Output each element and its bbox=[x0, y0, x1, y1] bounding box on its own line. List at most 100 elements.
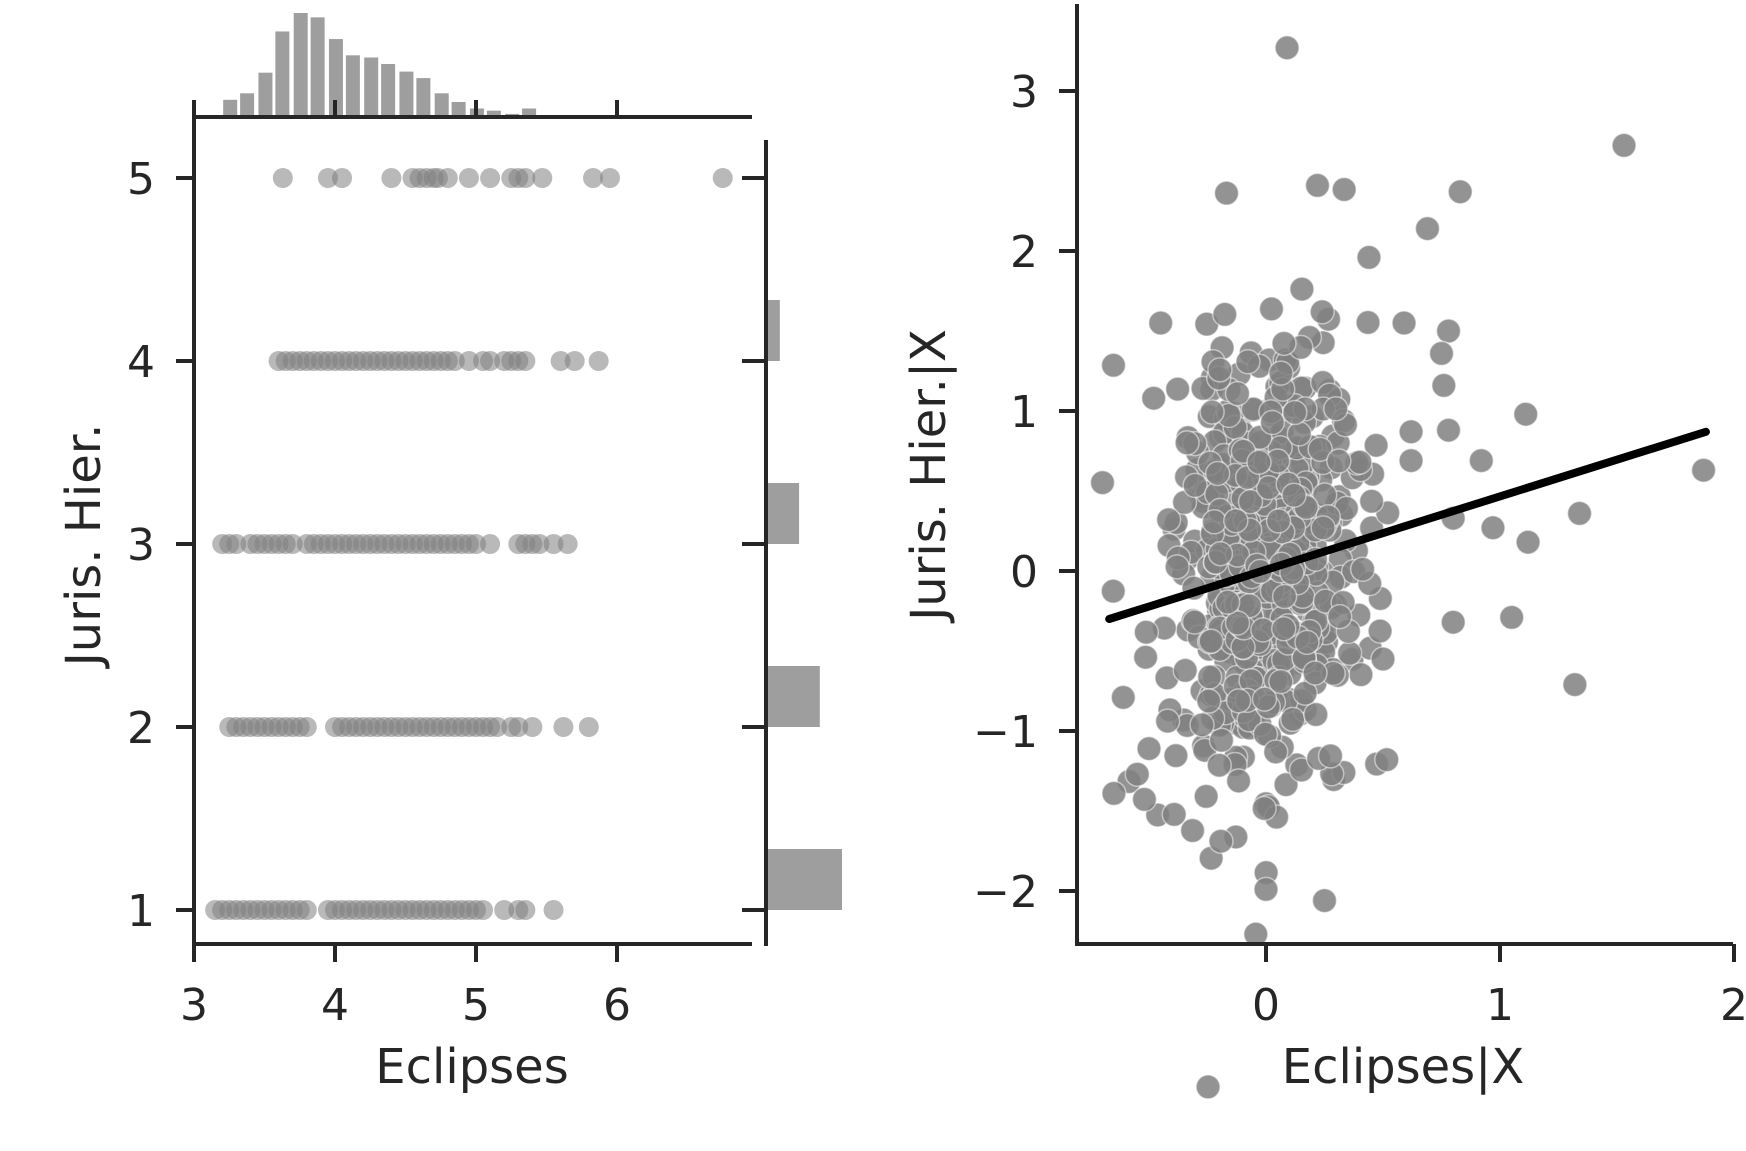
data-point bbox=[1225, 768, 1252, 794]
data-point bbox=[1100, 578, 1126, 604]
data-point bbox=[1331, 176, 1357, 203]
data-point bbox=[1131, 786, 1158, 813]
data-point bbox=[1140, 385, 1167, 411]
data-point bbox=[508, 717, 529, 737]
data-point bbox=[588, 351, 609, 371]
data-point bbox=[1195, 1074, 1221, 1100]
histogram-bar bbox=[381, 64, 396, 115]
histogram-bar bbox=[768, 666, 820, 727]
data-point bbox=[1163, 742, 1189, 769]
data-point bbox=[1309, 299, 1335, 325]
data-point bbox=[1101, 780, 1127, 807]
left-y-ticks: 1 2 3 4 5 bbox=[127, 154, 766, 937]
data-point bbox=[1435, 417, 1462, 443]
histogram-bar bbox=[451, 101, 466, 115]
x-tick-label: 5 bbox=[462, 980, 490, 1031]
data-point bbox=[532, 168, 553, 188]
y-tick-label: −2 bbox=[973, 867, 1038, 918]
histogram-bar bbox=[223, 99, 238, 115]
right-y-ticks: −2 −1 0 1 2 3 bbox=[973, 67, 1077, 918]
histogram-bar bbox=[768, 849, 842, 910]
data-point bbox=[1292, 680, 1318, 706]
data-point bbox=[1182, 472, 1208, 499]
data-point bbox=[480, 168, 501, 188]
data-point bbox=[458, 168, 479, 188]
data-point bbox=[1512, 401, 1539, 427]
data-point bbox=[381, 168, 402, 188]
x-tick-label: 0 bbox=[1252, 980, 1280, 1031]
data-point bbox=[1282, 399, 1308, 426]
histogram-bar bbox=[258, 72, 273, 115]
data-point bbox=[1690, 457, 1717, 483]
data-point bbox=[1224, 610, 1251, 636]
data-point bbox=[1196, 664, 1223, 690]
data-point bbox=[564, 351, 585, 371]
data-point bbox=[1273, 771, 1299, 798]
data-point bbox=[1110, 684, 1137, 711]
data-point bbox=[332, 168, 353, 188]
data-point bbox=[473, 900, 494, 920]
x-tick-label: 4 bbox=[321, 980, 349, 1031]
data-point bbox=[1193, 783, 1219, 810]
regression-line bbox=[1105, 427, 1710, 623]
histogram-bar bbox=[768, 483, 800, 544]
data-point bbox=[1398, 447, 1424, 474]
data-point bbox=[1355, 309, 1381, 336]
data-point bbox=[1251, 795, 1277, 822]
scatter-points bbox=[1089, 35, 1717, 1100]
data-point bbox=[1172, 657, 1198, 684]
x-tick-label: 2 bbox=[1720, 980, 1746, 1031]
right-x-axis-label: Eclipses|X bbox=[1282, 1039, 1524, 1095]
data-point bbox=[1235, 348, 1261, 375]
data-point bbox=[1212, 301, 1238, 328]
data-point bbox=[1326, 448, 1352, 474]
y-tick-label: −1 bbox=[973, 707, 1038, 758]
data-point bbox=[1367, 618, 1393, 644]
data-point bbox=[1302, 660, 1328, 686]
data-point bbox=[1225, 688, 1252, 714]
histogram-bar bbox=[434, 93, 449, 115]
data-point bbox=[444, 351, 465, 371]
histogram-bar bbox=[328, 39, 343, 115]
data-point bbox=[1124, 761, 1151, 787]
data-point bbox=[1317, 743, 1344, 769]
data-point bbox=[1214, 589, 1241, 615]
left-x-axis-label: Eclipses bbox=[375, 1039, 568, 1095]
data-point bbox=[1370, 646, 1396, 672]
y-tick-label: 4 bbox=[127, 337, 155, 388]
data-point bbox=[578, 717, 599, 737]
data-point bbox=[494, 900, 515, 920]
data-point bbox=[1147, 310, 1174, 336]
data-point bbox=[1286, 421, 1313, 447]
histogram-bar bbox=[486, 110, 501, 115]
data-point bbox=[1181, 609, 1208, 635]
data-point bbox=[1307, 436, 1333, 463]
data-point bbox=[1089, 469, 1116, 496]
y-tick-label: 2 bbox=[1010, 227, 1038, 278]
added-variable-plot-panel: 0 1 2 −2 −1 0 1 2 3 Eclipses|X Juris. Hier.|X bbox=[901, 4, 1746, 1100]
data-point bbox=[1201, 509, 1228, 535]
x-tick-label: 1 bbox=[1486, 980, 1514, 1031]
data-point bbox=[1480, 515, 1506, 541]
y-tick-label: 1 bbox=[1010, 387, 1038, 438]
data-point bbox=[458, 351, 479, 371]
data-point bbox=[282, 534, 303, 554]
histogram-bar bbox=[522, 108, 537, 115]
data-point bbox=[1374, 746, 1400, 773]
data-point bbox=[1270, 615, 1297, 642]
data-point bbox=[1243, 921, 1269, 947]
data-point bbox=[226, 534, 247, 554]
data-point bbox=[1265, 508, 1292, 534]
data-point bbox=[1311, 887, 1338, 914]
y-tick-label: 5 bbox=[127, 154, 155, 205]
data-point bbox=[317, 168, 338, 188]
right-x-ticks: 0 1 2 bbox=[1252, 944, 1746, 1031]
data-point bbox=[466, 534, 486, 554]
data-point bbox=[1204, 460, 1231, 487]
joint-plot-panel: 3 4 5 6 1 2 3 4 5 Eclipses Juris. Hier. bbox=[56, 13, 842, 1095]
data-point bbox=[1304, 172, 1331, 199]
data-point bbox=[1303, 701, 1329, 728]
data-point bbox=[1289, 276, 1315, 302]
data-point bbox=[1271, 583, 1298, 610]
data-point bbox=[1174, 430, 1200, 456]
